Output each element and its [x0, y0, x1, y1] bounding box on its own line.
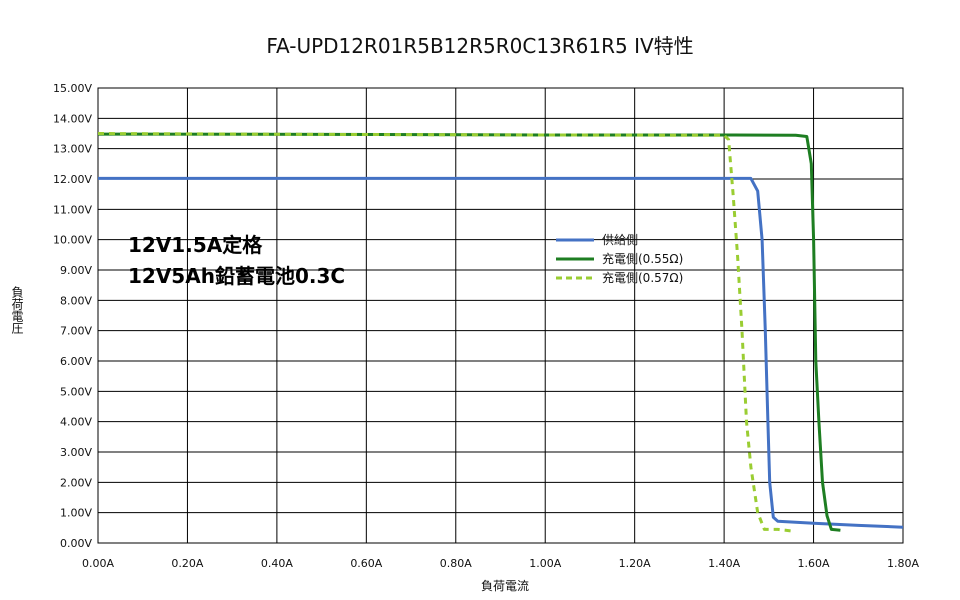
grid-layer — [97, 87, 904, 544]
y-tick-label: 5.00V — [60, 385, 92, 398]
legend-entry-supply: 供給側 — [556, 230, 683, 249]
x-tick-label: 0.00A — [82, 557, 114, 570]
legend-swatch-supply — [556, 234, 594, 246]
x-tick-label: 0.60A — [350, 557, 382, 570]
y-axis-label: 負荷電圧 — [10, 286, 24, 334]
y-tick-label: 11.00V — [53, 203, 92, 216]
x-tick-label: 1.00A — [529, 557, 561, 570]
legend-label-charge-057: 充電側(0.57Ω) — [602, 271, 684, 285]
legend-label-supply: 供給側 — [602, 233, 639, 247]
x-tick-label: 1.20A — [619, 557, 651, 570]
plot-border — [97, 87, 904, 544]
y-tick-label: 4.00V — [60, 416, 92, 429]
series-line-0 — [98, 176, 904, 529]
x-tick-label: 1.60A — [798, 557, 830, 570]
legend-swatch-charge-055 — [556, 253, 594, 265]
series-layer — [97, 132, 904, 533]
x-tick-label: 0.40A — [261, 557, 293, 570]
tick-layer: 0.00V 1.00V 2.00V 3.00V 4.00V 5.00V 6.00V 7.00V… — [53, 82, 919, 570]
series-line-1 — [97, 132, 841, 532]
series-line-2 — [97, 132, 792, 533]
y-tick-label: 1.00V — [60, 507, 92, 520]
y-tick-label: 9.00V — [60, 264, 92, 277]
legend-entry-charge-057: 充電側(0.57Ω) — [556, 268, 683, 287]
annotation: 12V1.5A定格 12V5Ah鉛蓄電池0.3C — [128, 230, 345, 292]
x-axis-label: 負荷電流 — [480, 579, 529, 593]
legend: 供給側 充電側(0.55Ω) 充電側(0.57Ω) — [556, 230, 683, 287]
annotation-line-2: 12V5Ah鉛蓄電池0.3C — [128, 264, 346, 288]
y-tick-label: 6.00V — [60, 355, 92, 368]
annotation-line-1: 12V1.5A定格 — [128, 233, 263, 257]
y-tick-label: 10.00V — [53, 234, 92, 247]
x-tick-label: 0.80A — [440, 557, 472, 570]
legend-entry-charge-055: 充電側(0.55Ω) — [556, 249, 683, 268]
legend-swatch-charge-057 — [556, 272, 594, 284]
y-tick-label: 13.00V — [53, 143, 92, 156]
x-tick-label: 1.80A — [887, 557, 919, 570]
legend-label-charge-055: 充電側(0.55Ω) — [602, 252, 684, 266]
y-tick-label: 14.00V — [53, 112, 92, 125]
y-tick-label: 0.00V — [60, 537, 92, 550]
chart-title: FA-UPD12R01R5B12R5R0C13R61R5 IV特性 — [266, 34, 694, 58]
y-tick-label: 12.00V — [53, 173, 92, 186]
x-tick-label: 0.20A — [171, 557, 203, 570]
y-tick-label: 15.00V — [53, 82, 92, 95]
y-tick-label: 2.00V — [60, 476, 92, 489]
x-tick-label: 1.40A — [708, 557, 740, 570]
y-tick-label: 7.00V — [60, 325, 92, 338]
y-tick-label: 8.00V — [60, 294, 92, 307]
y-tick-label: 3.00V — [60, 446, 92, 459]
